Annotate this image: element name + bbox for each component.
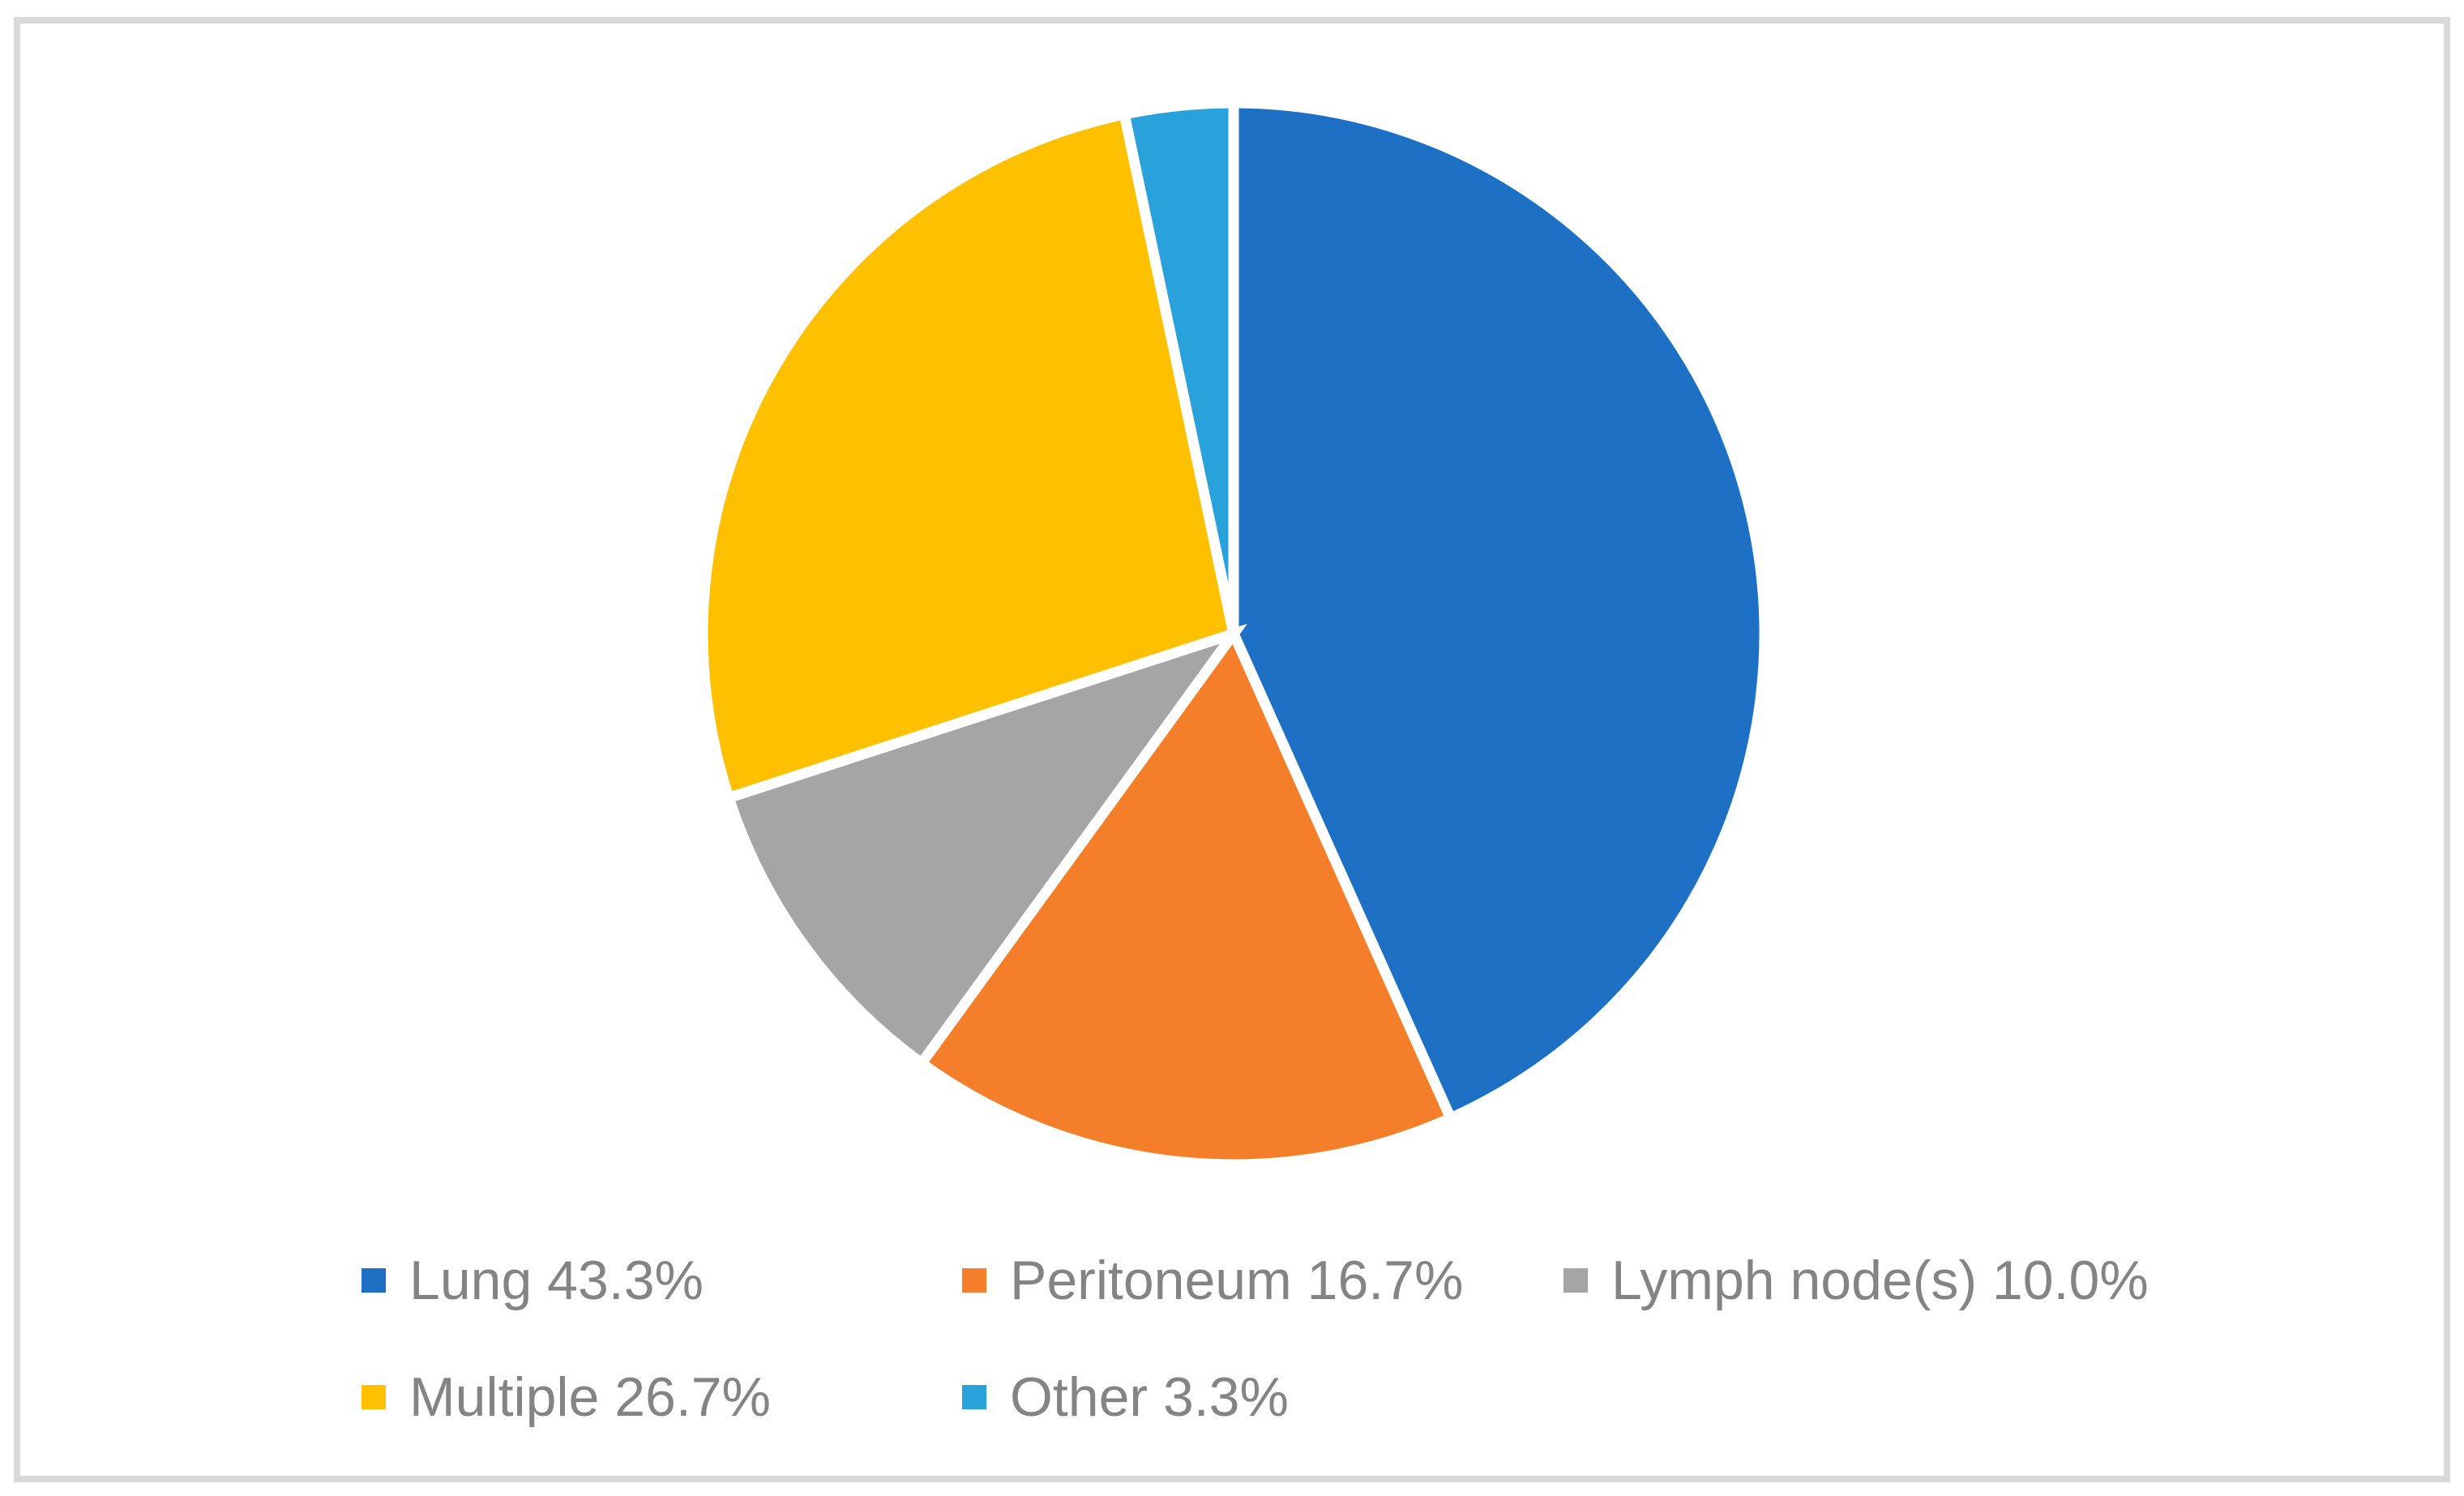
pie-slice-lung: [1228, 97, 1770, 1126]
legend-item-lymph-nodes: Lymph node(s) 10.0%: [1564, 1253, 2149, 1308]
legend-swatch-lung: [361, 1268, 386, 1293]
legend-swatch-multiple: [361, 1385, 386, 1409]
legend-label-other: Other 3.3%: [1010, 1366, 1289, 1428]
legend-swatch-peritoneum: [962, 1268, 986, 1293]
legend-swatch-lymph-nodes: [1564, 1268, 1588, 1293]
legend-item-lung: Lung 43.3%: [361, 1253, 704, 1308]
legend-swatch-other: [962, 1385, 986, 1409]
legend-label-lung: Lung 43.3%: [409, 1250, 704, 1311]
legend-label-lymph-nodes: Lymph node(s) 10.0%: [1611, 1250, 2149, 1311]
pie-slice-lymph-node-s: [721, 623, 1248, 1071]
pie-slice-peritoneum: [913, 623, 1458, 1170]
pie-slice-multiple: [697, 108, 1240, 805]
legend-item-peritoneum: Peritoneum 16.7%: [962, 1253, 1463, 1308]
legend-item-other: Other 3.3%: [962, 1370, 1289, 1425]
pie-slice-other: [1118, 97, 1239, 635]
legend-label-peritoneum: Peritoneum 16.7%: [1010, 1250, 1464, 1311]
legend-item-multiple: Multiple 26.7%: [361, 1370, 771, 1425]
legend-label-multiple: Multiple 26.7%: [409, 1366, 772, 1428]
